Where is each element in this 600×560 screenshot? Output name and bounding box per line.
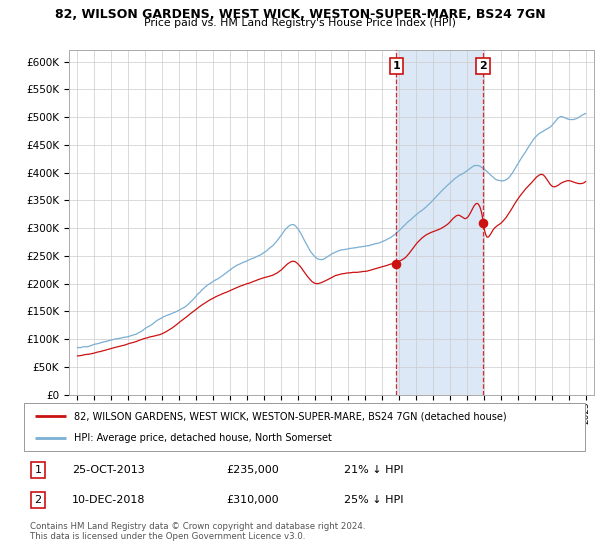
Text: Contains HM Land Registry data © Crown copyright and database right 2024.
This d: Contains HM Land Registry data © Crown c… [30, 522, 365, 542]
Text: 25-OCT-2013: 25-OCT-2013 [71, 465, 145, 475]
Text: 2: 2 [34, 495, 41, 505]
Point [478, 218, 488, 227]
Text: 25% ↓ HPI: 25% ↓ HPI [344, 495, 403, 505]
Text: 2: 2 [479, 61, 487, 71]
Text: 10-DEC-2018: 10-DEC-2018 [71, 495, 145, 505]
FancyBboxPatch shape [24, 403, 585, 451]
Bar [396, 50, 483, 395]
Text: 21% ↓ HPI: 21% ↓ HPI [344, 465, 403, 475]
Text: £235,000: £235,000 [226, 465, 279, 475]
Text: 82, WILSON GARDENS, WEST WICK, WESTON-SUPER-MARE, BS24 7GN: 82, WILSON GARDENS, WEST WICK, WESTON-SU… [55, 8, 545, 21]
Text: 82, WILSON GARDENS, WEST WICK, WESTON-SUPER-MARE, BS24 7GN (detached house): 82, WILSON GARDENS, WEST WICK, WESTON-SU… [74, 411, 507, 421]
Text: 1: 1 [35, 465, 41, 475]
Text: HPI: Average price, detached house, North Somerset: HPI: Average price, detached house, Nort… [74, 433, 332, 443]
Text: 1: 1 [392, 61, 400, 71]
Point [391, 260, 401, 269]
Text: £310,000: £310,000 [226, 495, 278, 505]
Text: Price paid vs. HM Land Registry's House Price Index (HPI): Price paid vs. HM Land Registry's House … [144, 18, 456, 28]
